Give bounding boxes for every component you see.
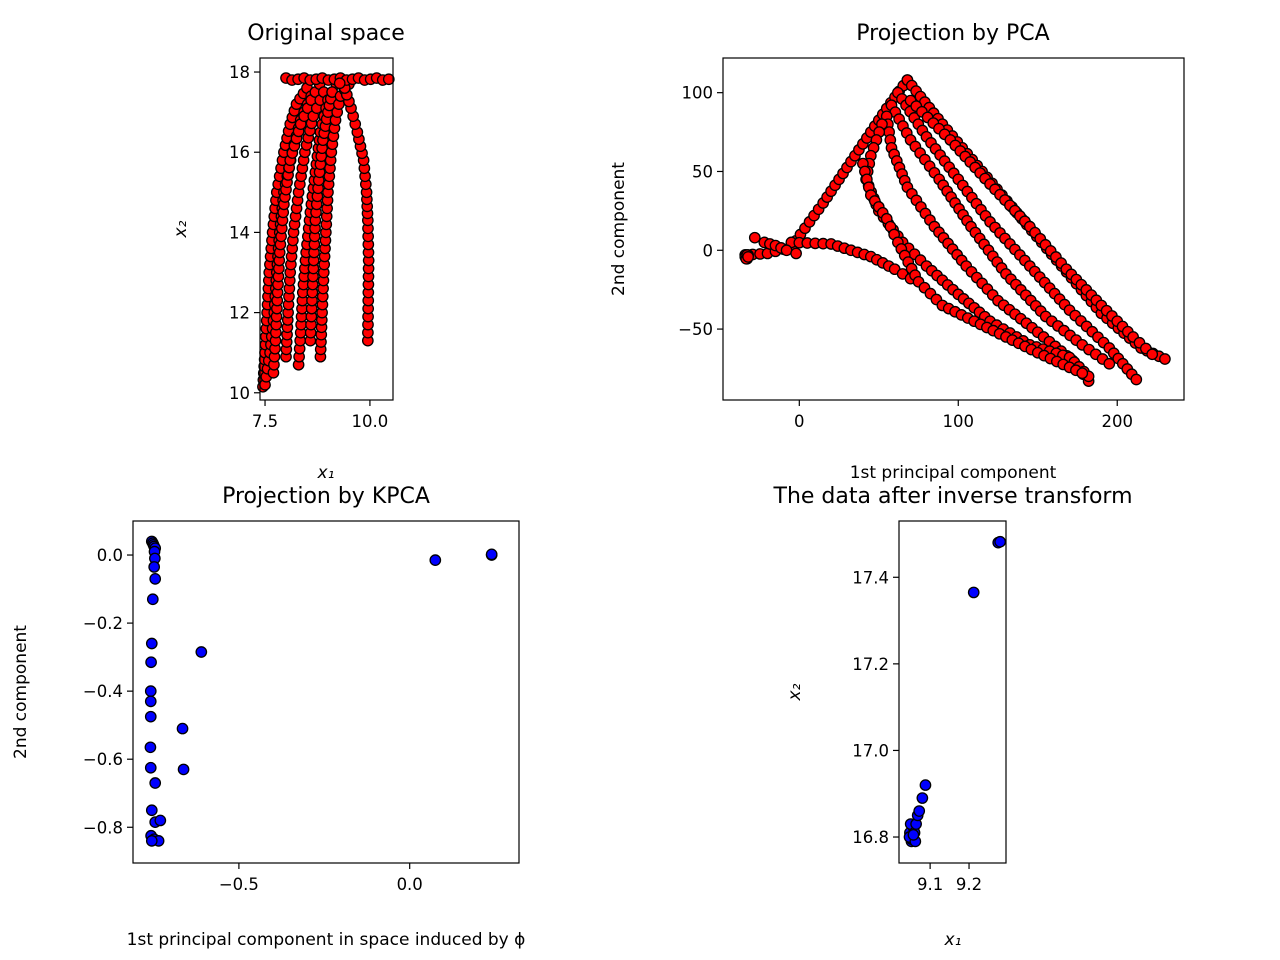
scatter-point	[145, 656, 157, 669]
y-tick-label: −0.6	[83, 750, 123, 769]
scatter-point	[790, 247, 802, 260]
y-tick-label: 18	[229, 63, 250, 82]
y-tick-label: 10	[229, 384, 250, 403]
scatter-point	[1103, 357, 1116, 370]
scatter-point	[149, 777, 162, 789]
plot-frame	[259, 57, 394, 401]
scatter-points	[903, 535, 1007, 848]
scatter-point	[429, 554, 442, 566]
subplot-title: The data after inverse transform	[773, 484, 1133, 509]
scatter-point	[176, 722, 189, 735]
scatter-point	[1130, 373, 1143, 386]
scatter-points	[257, 72, 395, 393]
scatter-point	[907, 829, 920, 841]
scatter-points	[739, 74, 1171, 387]
subplot-pca: Projection by PCA 0 100 200 −50 0 50 100 1st p…	[609, 21, 1185, 483]
scatter-point	[919, 779, 932, 791]
x-axis-label: x₁	[317, 463, 335, 483]
scatter-point	[195, 646, 208, 658]
scatter-point	[748, 231, 761, 244]
x-tick-label: 0.0	[397, 875, 423, 894]
y-tick-label: 50	[692, 162, 713, 181]
scatter-point	[148, 561, 161, 573]
y-tick-label: 17.2	[852, 655, 889, 674]
y-axis-label: x₂	[785, 683, 805, 701]
y-tick-label: 16	[229, 143, 250, 162]
scatter-point	[146, 593, 159, 606]
scatter-point	[780, 244, 793, 257]
plot-frame	[898, 520, 1007, 864]
scatter-point	[144, 695, 157, 708]
y-tick-label: −0.8	[83, 818, 123, 837]
tick-group: 0 100 200 −50 0 50 100	[678, 84, 1133, 431]
tick-group: −0.5 0.0 0.0 −0.2 −0.4 −0.6 −0.8	[83, 546, 423, 894]
scatter-point	[382, 73, 395, 86]
y-tick-label: 100	[682, 84, 714, 103]
y-tick-label: −0.4	[83, 682, 123, 701]
scatter-point	[154, 814, 167, 827]
subplot-title: Projection by PCA	[856, 21, 1049, 46]
y-tick-label: 17.4	[852, 568, 889, 587]
plot-frame	[722, 57, 1185, 401]
scatter-point	[742, 251, 754, 263]
scatter-point	[913, 805, 926, 817]
y-tick-label: 16.8	[852, 828, 889, 847]
x-axis-label: 1st principal component in space induced…	[127, 930, 526, 950]
scatter-point	[144, 710, 157, 723]
scatter-point	[916, 792, 929, 804]
scatter-point	[144, 685, 157, 698]
subplot-kpca: Projection by KPCA −0.5 0.00.0−0.2−0.4−0.…	[11, 484, 525, 950]
scatter-point	[177, 763, 190, 776]
scatter-point	[149, 572, 162, 585]
y-tick-label: −50	[678, 320, 713, 339]
x-tick-label: 200	[1101, 412, 1133, 431]
scatter-point	[994, 535, 1007, 548]
scatter-points	[144, 535, 498, 847]
y-tick-label: 17.0	[852, 741, 889, 760]
scatter-point	[485, 548, 498, 561]
x-tick-label: 0	[794, 412, 805, 431]
scatter-point	[1146, 348, 1159, 361]
scatter-point	[145, 835, 158, 847]
x-tick-label: 9.2	[956, 875, 982, 894]
scatter-point	[1076, 367, 1089, 380]
scatter-point	[145, 804, 158, 817]
tick-group: 9.1 9.2 16.8 17.0 17.2 17.4	[852, 568, 982, 894]
x-tick-label: −0.5	[219, 875, 259, 894]
x-tick-label: 9.1	[917, 875, 943, 894]
subplot-inverse-transform: The data after inverse transform 9.1 9.2 1…	[773, 484, 1133, 950]
y-axis-label: 2nd component	[11, 625, 31, 759]
x-tick-label: 10.0	[352, 412, 389, 431]
y-axis-label: x₂	[171, 220, 191, 238]
y-tick-label: 0.0	[97, 546, 123, 565]
scatter-point	[144, 761, 157, 774]
x-tick-label: 7.5	[252, 412, 278, 431]
x-tick-label: 100	[943, 412, 975, 431]
plot-frame	[132, 520, 520, 864]
scatter-point	[1159, 353, 1171, 365]
tick-group: 7.5 10.0 10 12 14 16 18	[229, 63, 388, 431]
x-axis-label: x₁	[944, 930, 962, 950]
y-tick-label: 0	[703, 241, 714, 260]
y-axis-label: 2nd component	[609, 162, 629, 296]
scatter-point	[333, 77, 346, 90]
subplot-original-space: Original space 7.5 10.0 10 12 14 16 18 x₁ x₂	[171, 21, 405, 483]
scatter-point	[144, 741, 157, 754]
y-tick-label: 12	[229, 304, 250, 323]
subplot-title: Projection by KPCA	[222, 484, 430, 509]
scatter-point	[967, 586, 980, 599]
subplot-title: Original space	[247, 21, 405, 46]
y-tick-label: −0.2	[83, 614, 123, 633]
x-axis-label: 1st principal component	[850, 463, 1057, 483]
y-tick-label: 14	[229, 223, 250, 242]
scatter-point	[145, 637, 158, 650]
